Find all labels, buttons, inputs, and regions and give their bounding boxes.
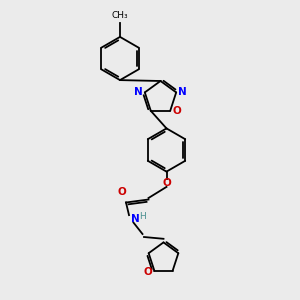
Text: O: O (162, 178, 171, 188)
Text: O: O (118, 187, 127, 197)
Text: N: N (134, 86, 143, 97)
Text: H: H (139, 212, 146, 221)
Text: O: O (143, 266, 152, 277)
Text: O: O (172, 106, 181, 116)
Text: CH₃: CH₃ (112, 11, 128, 20)
Text: N: N (178, 86, 187, 97)
Text: N: N (130, 214, 139, 224)
